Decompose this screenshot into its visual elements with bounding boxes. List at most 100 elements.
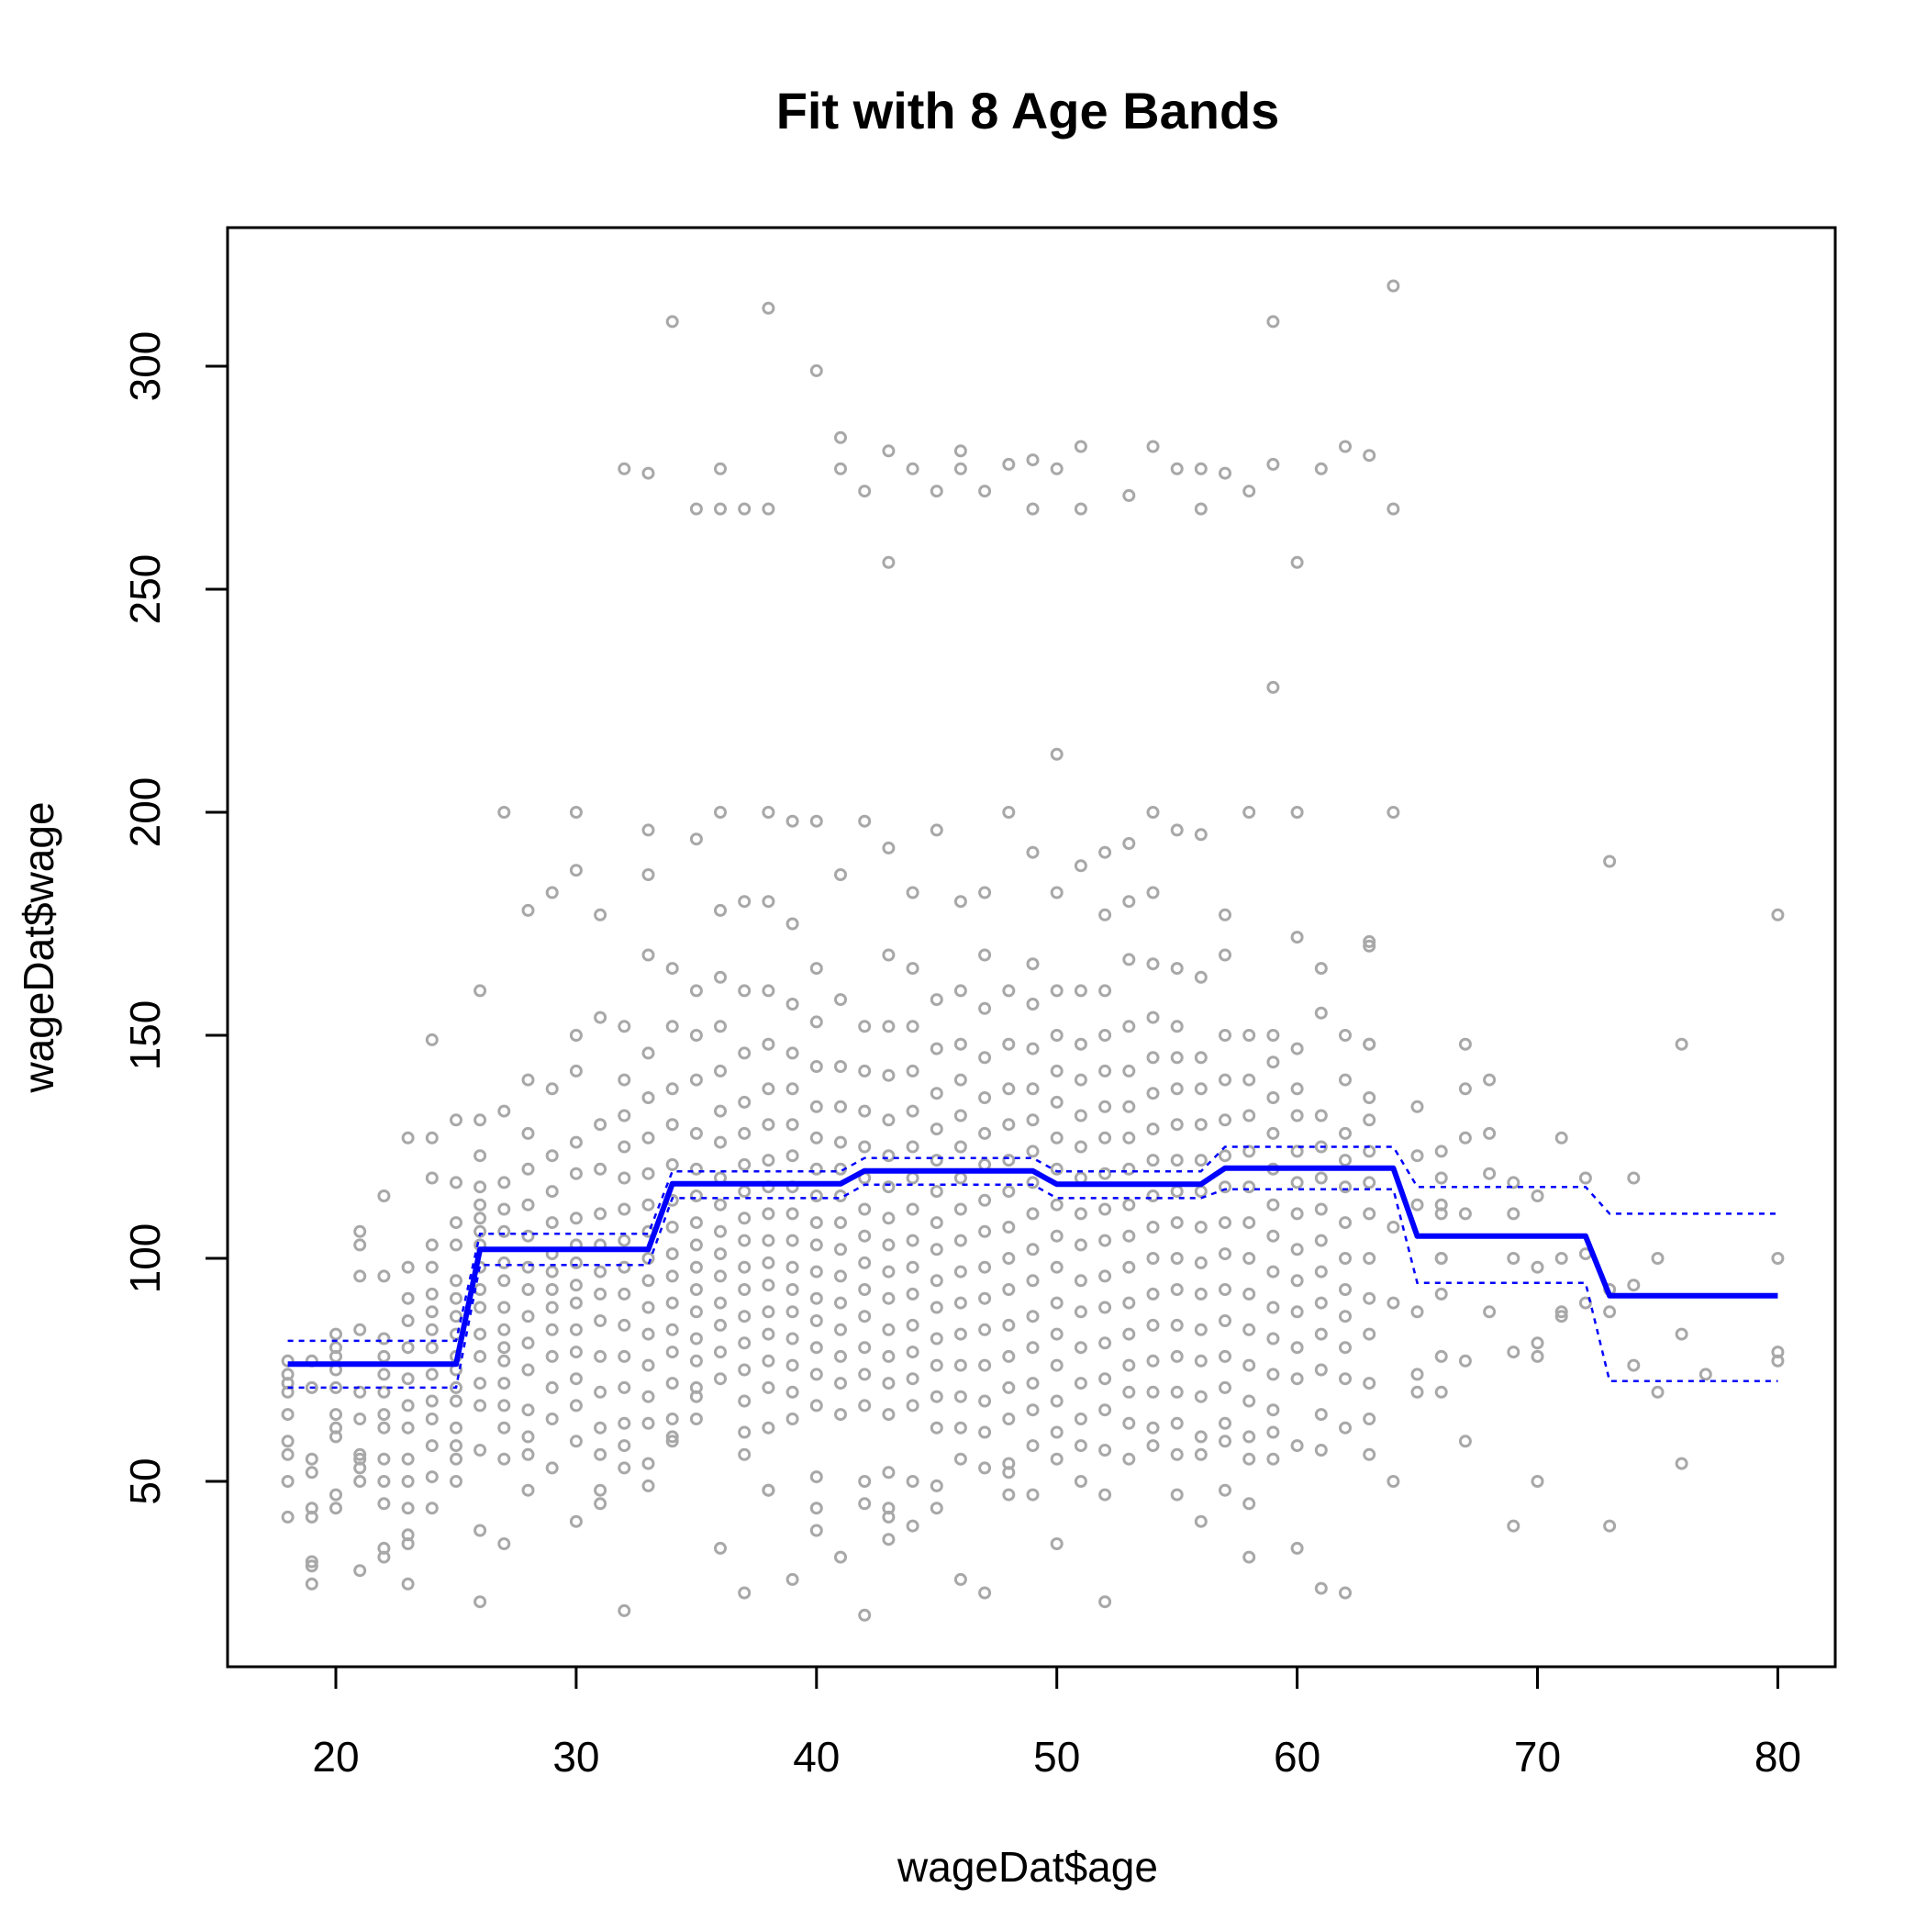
- data-point: [1458, 1207, 1472, 1221]
- data-point: [497, 806, 511, 819]
- data-point: [738, 1126, 752, 1140]
- data-point: [1363, 1377, 1376, 1390]
- data-point: [1050, 1537, 1064, 1550]
- data-point: [834, 1269, 847, 1283]
- data-point: [641, 1046, 655, 1060]
- data-point: [1026, 1439, 1040, 1453]
- data-point: [1219, 1314, 1231, 1327]
- data-point: [473, 1524, 487, 1537]
- data-point: [1122, 1327, 1136, 1341]
- data-point: [738, 1260, 752, 1274]
- data-point: [665, 1221, 679, 1234]
- data-point: [738, 1095, 752, 1109]
- data-point: [1434, 1349, 1448, 1363]
- data-point: [665, 315, 679, 329]
- data-point: [1026, 1243, 1040, 1256]
- data-point: [497, 1301, 511, 1314]
- data-point: [450, 1439, 462, 1453]
- data-point: [1002, 1154, 1016, 1167]
- data-point: [1219, 948, 1231, 962]
- data-point: [809, 1216, 823, 1230]
- data-point: [1026, 1341, 1040, 1355]
- data-point: [882, 1180, 896, 1194]
- data-point: [1266, 1425, 1280, 1439]
- data-point: [497, 1354, 511, 1368]
- data-point: [377, 1475, 391, 1488]
- data-point: [1098, 1372, 1112, 1386]
- data-point: [1170, 823, 1184, 837]
- data-point: [473, 1301, 487, 1314]
- data-point: [1098, 1595, 1112, 1609]
- data-point: [953, 1234, 967, 1247]
- data-point: [1242, 1216, 1256, 1230]
- data-point: [1290, 1082, 1304, 1096]
- data-point: [882, 1533, 896, 1547]
- data-point: [689, 1354, 703, 1368]
- data-point: [353, 1413, 367, 1425]
- data-point: [738, 1157, 752, 1171]
- data-point: [930, 1390, 943, 1403]
- data-point: [809, 1291, 823, 1305]
- data-point: [353, 1224, 367, 1238]
- data-point: [569, 1135, 583, 1149]
- y-tick-label: 100: [121, 1223, 169, 1294]
- data-point: [425, 1394, 439, 1408]
- data-point: [1483, 1305, 1497, 1319]
- data-point: [425, 1502, 439, 1515]
- data-point: [689, 1305, 703, 1319]
- data-point: [1578, 1171, 1592, 1185]
- data-point: [1050, 1064, 1064, 1078]
- data-point: [858, 1140, 872, 1154]
- data-point: [1074, 1037, 1087, 1051]
- data-point: [594, 1011, 607, 1024]
- data-point: [906, 1234, 919, 1247]
- data-point: [473, 1377, 487, 1390]
- data-point: [1002, 1413, 1016, 1425]
- data-point: [618, 1349, 631, 1363]
- data-point: [1219, 1216, 1231, 1230]
- data-point: [834, 1296, 847, 1310]
- data-point: [1266, 457, 1280, 471]
- data-point: [497, 1256, 511, 1269]
- data-point: [930, 1154, 943, 1167]
- data-point: [1507, 1252, 1520, 1265]
- data-point: [1194, 1051, 1208, 1065]
- data-point: [1122, 1452, 1136, 1466]
- data-point: [1146, 1154, 1160, 1167]
- data-point: [1074, 1475, 1087, 1488]
- data-point: [473, 1349, 487, 1363]
- data-point: [978, 1193, 992, 1207]
- data-point: [1242, 1550, 1256, 1564]
- data-point: [594, 1497, 607, 1511]
- data-point: [1363, 1037, 1376, 1051]
- data-point: [714, 1372, 727, 1386]
- data-point: [1026, 1403, 1040, 1417]
- data-point: [1050, 1452, 1064, 1466]
- data-point: [521, 1310, 535, 1323]
- data-point: [1242, 1358, 1256, 1372]
- data-point: [521, 1447, 535, 1461]
- data-point: [1194, 1185, 1208, 1199]
- data-point: [1531, 1260, 1544, 1274]
- data-point: [953, 1358, 967, 1372]
- data-point: [569, 1372, 583, 1386]
- data-point: [1339, 1216, 1352, 1230]
- data-point: [953, 1073, 967, 1087]
- data-point: [689, 1238, 703, 1252]
- data-point: [882, 1291, 896, 1305]
- data-point: [858, 1475, 872, 1488]
- data-point: [521, 1260, 535, 1274]
- data-point: [714, 1541, 727, 1555]
- data-point: [1146, 440, 1160, 453]
- data-point: [1266, 315, 1280, 329]
- data-point: [305, 1577, 318, 1591]
- data-point: [1122, 837, 1136, 850]
- data-point: [834, 430, 847, 444]
- data-point: [1219, 1180, 1231, 1194]
- data-point: [1627, 1171, 1641, 1185]
- data-point: [953, 984, 967, 998]
- data-point: [714, 1346, 727, 1359]
- data-point: [714, 1269, 727, 1283]
- data-point: [1387, 806, 1400, 819]
- data-point: [401, 1372, 415, 1386]
